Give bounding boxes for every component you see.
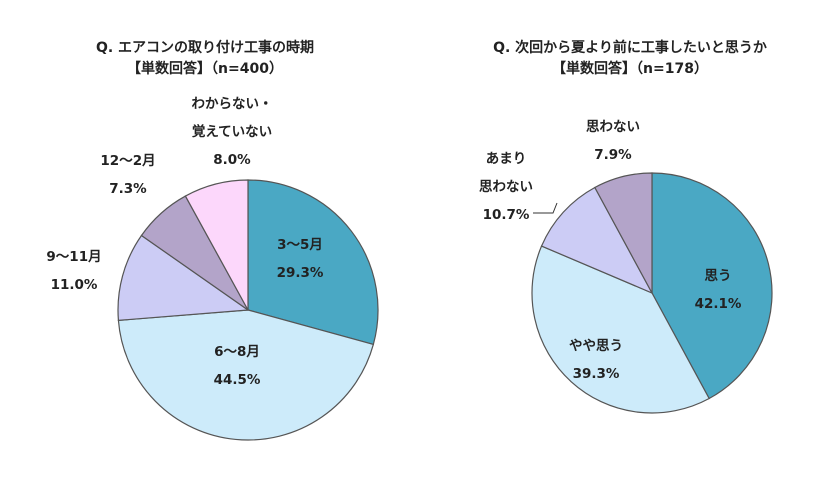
left-slice-name-1: 6～8月 <box>214 344 260 360</box>
right-slice-value-3: 7.9% <box>594 147 632 163</box>
left-pie <box>117 179 379 441</box>
left-pie-slice-4 <box>184 179 249 311</box>
right-slice-name-0: 思う <box>705 268 732 284</box>
left-slice-value-4: 8.0% <box>213 152 251 168</box>
left-slice-label-4: わからない・覚えていない 8.0% <box>192 96 273 168</box>
right-pie <box>531 172 773 414</box>
left-slice-value-1: 44.5% <box>214 372 261 388</box>
right-pie-slice-3 <box>594 172 653 294</box>
left-chart-title: Q. エアコンの取り付け工事の時期 <box>96 39 314 56</box>
left-pie-slice-0 <box>247 179 379 346</box>
left-slice-name-3: 12～2月 <box>100 153 155 169</box>
right-slice-label-0: 思う 42.1% <box>695 268 742 312</box>
left-slice-name-0: 3～5月 <box>277 237 323 253</box>
left-slice-label-1: 6～8月 44.5% <box>214 344 261 388</box>
right-slice-value-1: 39.3% <box>573 366 620 382</box>
left-slice-name-4-line-1: 覚えていない <box>192 123 272 140</box>
left-slice-name-4-line-0: わからない・ <box>192 96 273 112</box>
right-slice-value-2: 10.7% <box>483 207 530 223</box>
left-slice-value-2: 11.0% <box>51 277 98 293</box>
right-pie-slice-1 <box>531 245 710 414</box>
right-pie-slice-2 <box>540 186 654 295</box>
right-chart-title: Q. 次回から夏より前に工事したいと思うか <box>493 39 767 56</box>
left-slice-label-2: 9～11月 11.0% <box>46 249 101 293</box>
right-slice-name-2-line-1: 思わない <box>479 179 533 195</box>
right-slice-name-3: 思わない <box>586 119 640 135</box>
right-slice-name-2-line-0: あまり <box>486 151 527 167</box>
right-slice-label-3: 思わない 7.9% <box>586 119 640 163</box>
right-slice-label-1: やや思う 39.3% <box>569 338 623 382</box>
left-slice-value-0: 29.3% <box>277 265 324 281</box>
right-chart-subtitle: 【単数回答】（n=178） <box>552 60 708 77</box>
left-slice-label-0: 3～5月 29.3% <box>277 237 324 281</box>
right-slice-value-0: 42.1% <box>695 296 742 312</box>
right-pie-slice-0 <box>651 172 773 400</box>
left-pie-slice-2 <box>117 234 250 322</box>
left-pie-slice-1 <box>117 309 375 441</box>
left-chart-subtitle: 【単数回答】（n=400） <box>127 60 283 77</box>
left-slice-value-3: 7.3% <box>109 181 147 197</box>
right-slice-name-1: やや思う <box>569 338 623 354</box>
left-slice-label-3: 12～2月 7.3% <box>100 153 155 197</box>
right-leader-line-2 <box>533 202 558 214</box>
left-slice-name-2: 9～11月 <box>46 249 101 265</box>
